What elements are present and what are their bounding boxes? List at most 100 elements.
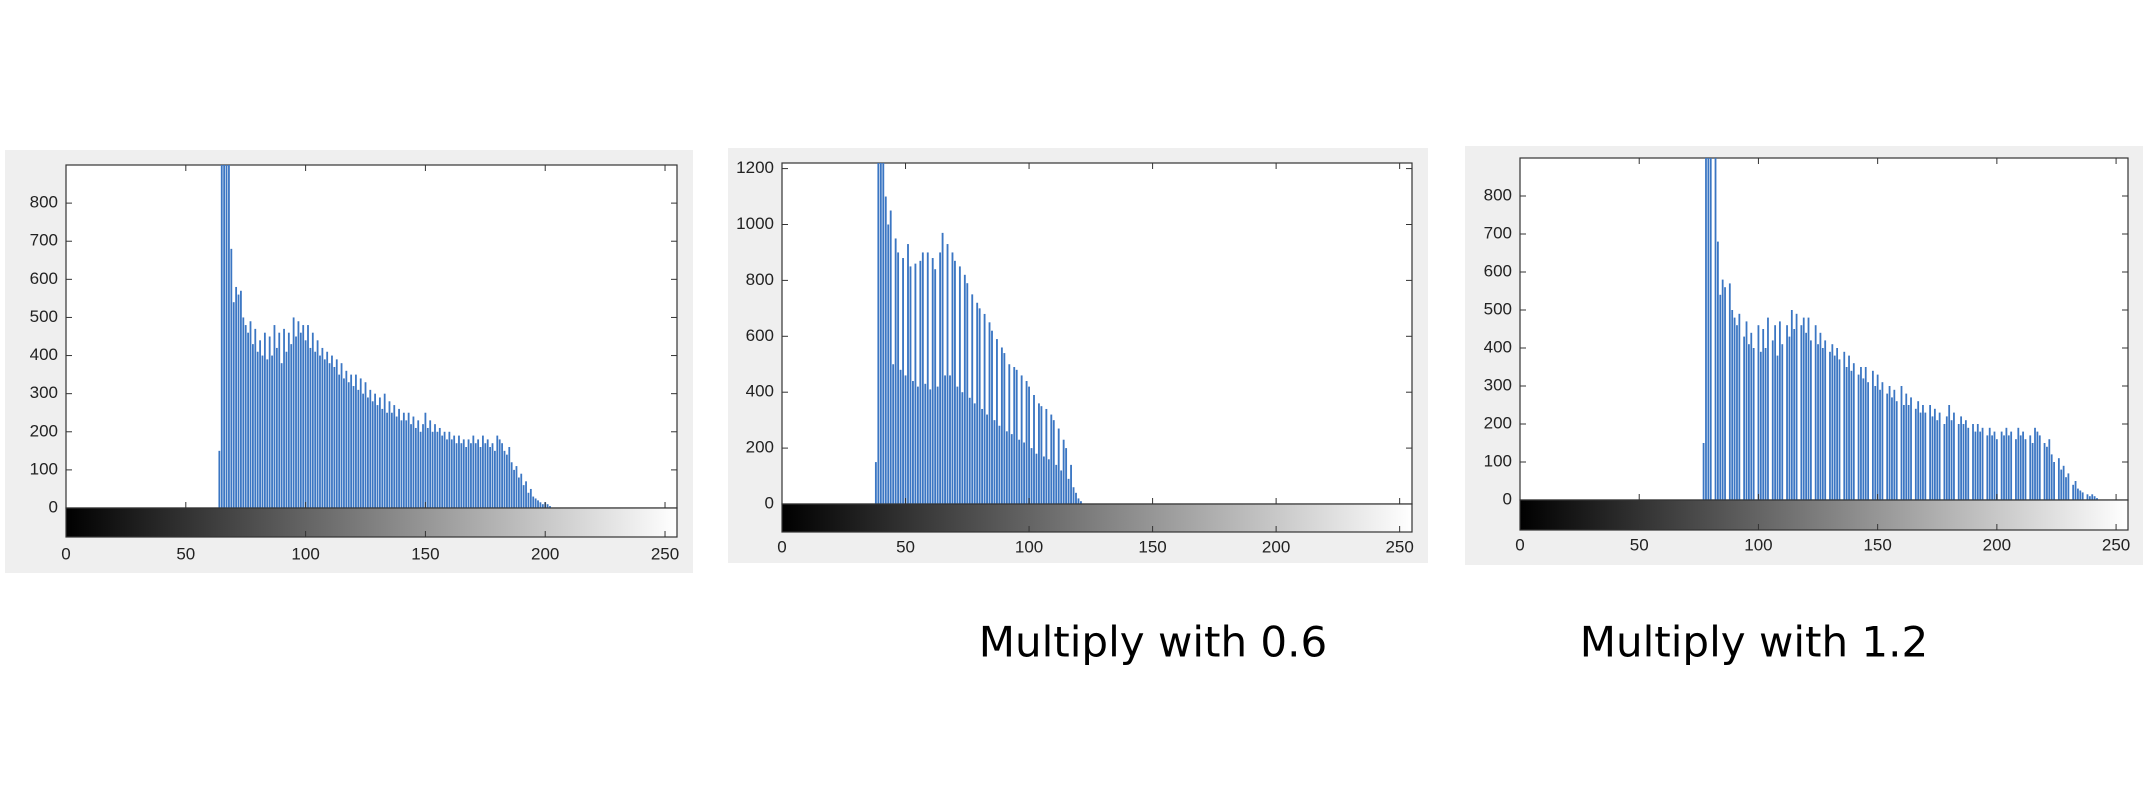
bar xyxy=(2067,473,2070,500)
y-tick-label: 0 xyxy=(765,493,774,512)
bar xyxy=(2079,490,2082,500)
bar xyxy=(259,340,261,508)
bar xyxy=(2034,427,2036,500)
bar xyxy=(1075,492,1077,504)
bar xyxy=(1736,325,1738,500)
bar xyxy=(1790,310,1793,500)
bar xyxy=(400,420,403,508)
bar xyxy=(316,340,319,508)
bar xyxy=(912,381,914,504)
bar xyxy=(978,308,981,504)
bar xyxy=(996,339,998,504)
bar xyxy=(889,210,892,504)
bar xyxy=(541,504,544,508)
x-tick-label: 100 xyxy=(291,544,319,563)
bar xyxy=(251,344,254,508)
bar xyxy=(218,450,221,508)
bar xyxy=(446,439,448,508)
bar xyxy=(1055,464,1058,504)
y-tick-label: 400 xyxy=(1484,337,1512,356)
bar xyxy=(1767,317,1769,500)
bar xyxy=(1050,414,1053,504)
bar xyxy=(1931,416,1934,500)
bar xyxy=(1717,241,1719,500)
bar xyxy=(1850,370,1853,500)
bar xyxy=(443,431,446,508)
bar xyxy=(297,321,300,508)
bar xyxy=(534,498,537,508)
bar xyxy=(1953,412,1955,500)
x-tick-label: 100 xyxy=(1015,537,1043,556)
bar xyxy=(323,359,326,508)
bar xyxy=(1862,378,1865,500)
bar xyxy=(352,386,355,508)
bar xyxy=(1860,367,1862,500)
bar xyxy=(894,238,897,504)
bar xyxy=(2036,431,2039,500)
bar xyxy=(991,330,993,504)
bar xyxy=(899,369,902,504)
bar xyxy=(484,443,487,508)
bar xyxy=(2043,443,2046,500)
bar xyxy=(1843,351,1846,500)
bar xyxy=(496,435,499,508)
bar xyxy=(503,450,506,508)
y-tick-label: 200 xyxy=(30,421,58,440)
bar xyxy=(946,244,949,504)
bar xyxy=(522,485,525,508)
bar xyxy=(2072,484,2075,500)
bar xyxy=(2096,498,2098,500)
bar xyxy=(2048,439,2051,500)
bar xyxy=(998,425,1001,504)
bar xyxy=(874,462,877,504)
bar xyxy=(1065,448,1068,504)
y-tick-label: 1200 xyxy=(736,158,774,177)
bar xyxy=(441,435,444,508)
bar xyxy=(1776,355,1779,500)
y-tick-label: 600 xyxy=(746,326,774,345)
bar xyxy=(1759,351,1762,500)
x-tick-label: 250 xyxy=(2102,535,2130,554)
bar xyxy=(2060,469,2063,500)
bar xyxy=(2057,458,2060,500)
bar xyxy=(1786,325,1788,500)
bar xyxy=(2081,492,2084,500)
bar xyxy=(244,325,247,508)
bar xyxy=(357,389,360,508)
bar xyxy=(2077,488,2079,500)
bar xyxy=(393,405,396,508)
bar xyxy=(398,408,400,508)
bar xyxy=(1891,397,1893,500)
bar xyxy=(993,420,996,504)
bar xyxy=(268,336,271,508)
bar xyxy=(462,439,465,508)
bar xyxy=(479,447,482,508)
bar xyxy=(220,165,223,508)
bar xyxy=(1833,355,1836,500)
bar xyxy=(438,427,441,508)
bar xyxy=(467,439,470,508)
bar xyxy=(525,481,527,508)
bar xyxy=(537,500,539,508)
bar xyxy=(546,504,549,508)
bar xyxy=(1793,329,1796,500)
bar xyxy=(472,435,475,508)
bar xyxy=(549,506,551,508)
bar xyxy=(1025,381,1028,504)
bar xyxy=(1936,420,1939,500)
bar xyxy=(1814,325,1817,500)
bar xyxy=(299,332,302,508)
bar xyxy=(1707,158,1710,500)
bar xyxy=(2062,465,2065,500)
bar xyxy=(904,375,907,504)
bar xyxy=(1864,367,1867,500)
bar xyxy=(2029,435,2032,500)
bar xyxy=(314,351,317,508)
bar xyxy=(470,443,472,508)
bar xyxy=(1080,501,1082,504)
bar xyxy=(271,355,273,508)
bar xyxy=(302,325,305,508)
bar xyxy=(304,340,307,508)
x-tick-label: 100 xyxy=(1744,535,1772,554)
bar xyxy=(1752,348,1755,500)
